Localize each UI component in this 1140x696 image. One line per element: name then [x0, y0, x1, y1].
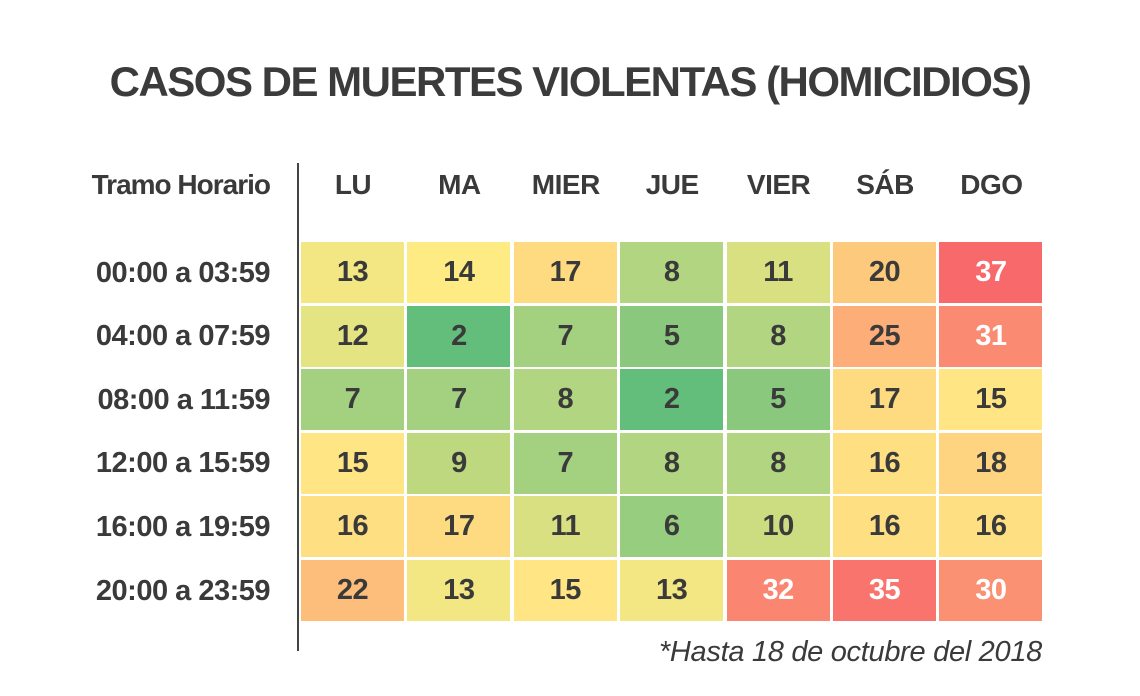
heatmap-cell-dgo: 16: [939, 496, 1043, 558]
heatmap-cell-sab: 35: [833, 560, 936, 621]
heatmap-cell-sab: 25: [833, 305, 936, 367]
heatmap-cell-ma: 9: [407, 432, 511, 494]
heatmap-cell-vier: 32: [726, 560, 830, 621]
heatmap-cell-lu: 12: [301, 305, 404, 367]
heatmap-cell-mier: 11: [513, 496, 617, 558]
heatmap-cell-jue: 8: [620, 432, 724, 494]
heatmap-cell-vier: 5: [726, 369, 830, 431]
heatmap-cell-dgo: 31: [939, 305, 1043, 367]
row-header: 08:00 a 11:59: [97, 383, 271, 416]
column-header-lu: LU: [334, 169, 372, 200]
heatmap-cell-dgo: 18: [939, 432, 1043, 494]
column-header-mier: MIER: [531, 169, 601, 200]
heatmap-cell-vier: 10: [726, 496, 830, 558]
heatmap-cell-mier: 8: [513, 369, 617, 431]
heatmap-cell-mier: 17: [513, 242, 617, 303]
heatmap-cell-sab: 17: [833, 369, 936, 431]
heatmap-cell-lu: 15: [301, 432, 404, 494]
row-header: 04:00 a 07:59: [95, 320, 271, 353]
heatmap-cell-mier: 15: [513, 560, 617, 621]
heatmap-cell-jue: 5: [620, 305, 724, 367]
heatmap-cell-lu: 16: [301, 496, 404, 558]
column-header-dgo: DGO: [960, 169, 1023, 200]
heatmap-cell-jue: 13: [620, 560, 724, 621]
heatmap-cell-ma: 13: [407, 560, 511, 621]
heatmap-cell-mier: 7: [513, 305, 617, 367]
heatmap-cell-ma: 7: [407, 369, 511, 431]
heatmap-cell-dgo: 30: [939, 560, 1043, 621]
column-header-ma: MA: [438, 169, 481, 200]
row-axis-label: Tramo Horario: [91, 169, 271, 200]
chart-title: CASOS DE MUERTES VIOLENTAS (HOMICIDIOS): [109, 58, 1032, 105]
heatmap-cell-ma: 17: [407, 496, 511, 558]
heatmap-cell-vier: 8: [726, 432, 830, 494]
axis-divider-line: [297, 163, 299, 651]
heatmap-cell-lu: 7: [301, 369, 404, 431]
heatmap-cell-dgo: 37: [939, 242, 1043, 303]
heatmap-cell-vier: 11: [726, 242, 830, 303]
heatmap-cell-ma: 14: [407, 242, 511, 303]
heatmap-cell-sab: 16: [833, 496, 936, 558]
heatmap-cell-jue: 8: [620, 242, 724, 303]
column-header-vier: VIER: [746, 169, 811, 200]
heatmap-cell-ma: 2: [407, 305, 511, 367]
heatmap-cell-sab: 20: [833, 242, 936, 303]
heatmap-cell-lu: 22: [301, 560, 404, 621]
column-header-sab: SÁB: [856, 169, 914, 200]
heatmap-cell-lu: 13: [301, 242, 404, 303]
heatmap-cell-mier: 7: [513, 432, 617, 494]
column-header-jue: JUE: [645, 169, 699, 200]
row-header: 12:00 a 15:59: [95, 447, 271, 480]
row-header: 16:00 a 19:59: [95, 510, 271, 543]
row-header: 00:00 a 03:59: [95, 256, 271, 289]
heatmap-cell-jue: 2: [620, 369, 724, 431]
heatmap-cell-jue: 6: [620, 496, 724, 558]
row-header: 20:00 a 23:59: [95, 574, 271, 607]
heatmap-cell-vier: 8: [726, 305, 830, 367]
heatmap-cell-sab: 16: [833, 432, 936, 494]
heatmap-cell-dgo: 15: [939, 369, 1043, 431]
footnote: *Hasta 18 de octubre del 2018: [658, 636, 1042, 668]
